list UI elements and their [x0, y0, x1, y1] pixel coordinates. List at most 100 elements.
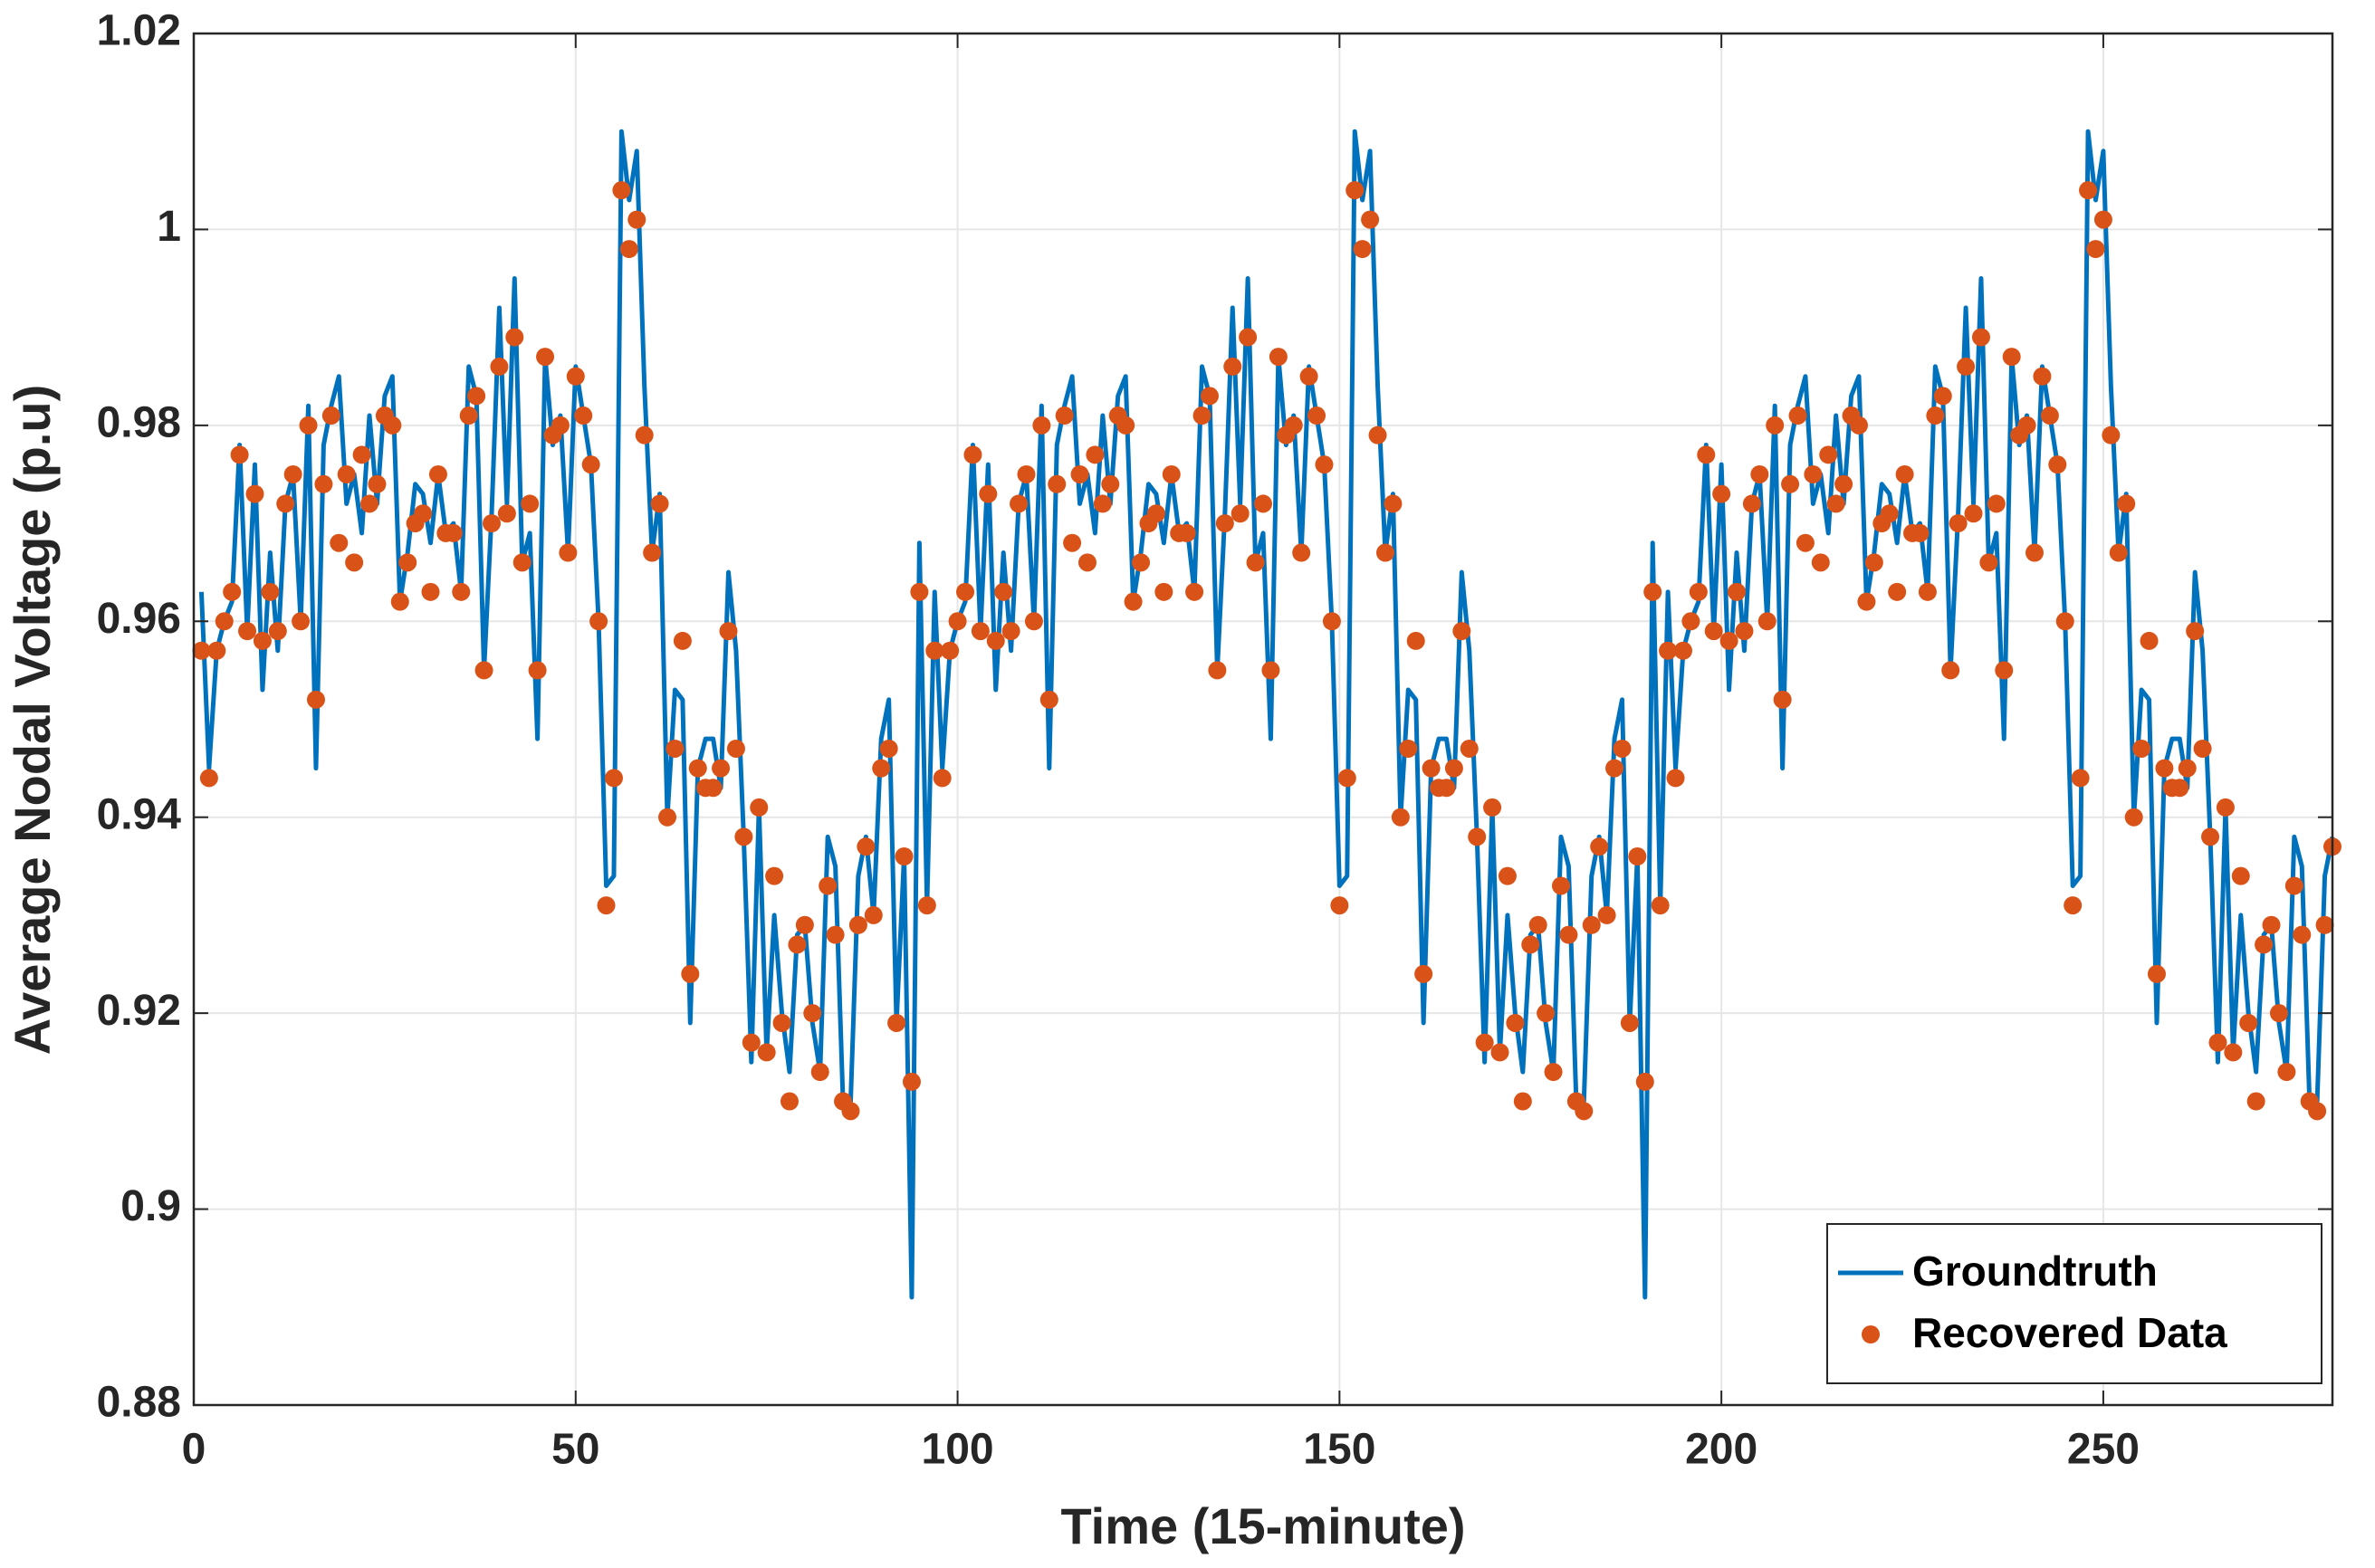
data-point: [261, 582, 280, 601]
data-point: [283, 464, 302, 483]
data-point: [2040, 406, 2059, 425]
data-point: [2093, 210, 2112, 229]
data-point: [1888, 582, 1907, 601]
data-point: [864, 905, 883, 924]
data-point: [1368, 425, 1387, 445]
data-point: [1346, 181, 1365, 200]
data-point: [902, 1072, 921, 1091]
data-point: [819, 876, 838, 895]
data-point: [1437, 779, 1456, 798]
data-point: [1361, 210, 1380, 229]
data-point: [1804, 464, 1823, 483]
data-point: [1933, 387, 1952, 406]
data-point: [887, 1013, 906, 1032]
data-point: [1582, 915, 1601, 934]
data-point: [688, 759, 707, 778]
x-tick-label: 250: [2067, 1426, 2140, 1474]
data-point: [1796, 533, 1815, 552]
data-point: [1024, 612, 1043, 631]
data-point: [612, 181, 631, 200]
data-point: [750, 798, 769, 817]
data-point: [1246, 553, 1265, 572]
data-point: [1849, 416, 1868, 435]
data-point: [1673, 641, 1692, 660]
data-point: [521, 494, 540, 513]
data-point: [215, 612, 234, 631]
data-point: [1146, 504, 1165, 523]
data-point: [505, 328, 524, 347]
data-point: [1337, 769, 1356, 788]
data-point: [2055, 612, 2074, 631]
data-point: [2071, 769, 2090, 788]
data-point: [452, 582, 471, 601]
data-point: [1857, 592, 1876, 611]
data-point: [2102, 425, 2121, 445]
data-point: [872, 759, 891, 778]
data-point: [1353, 240, 1372, 259]
plot-area: [192, 129, 2341, 1300]
data-point: [704, 779, 723, 798]
data-point: [1284, 416, 1303, 435]
data-point: [2033, 367, 2052, 386]
data-point: [1391, 808, 1410, 827]
data-point: [2277, 1063, 2296, 1082]
data-point: [1697, 445, 1716, 464]
data-point: [1605, 759, 1624, 778]
data-point: [1406, 631, 1425, 650]
data-point: [1315, 455, 1334, 474]
data-point: [1651, 896, 1670, 915]
data-point: [2216, 798, 2235, 817]
legend-label: Groundtruth: [1912, 1248, 2158, 1295]
x-tick-label: 50: [551, 1426, 599, 1474]
data-point: [512, 553, 532, 572]
data-point: [2147, 964, 2166, 983]
data-point: [941, 641, 960, 660]
data-point: [1995, 661, 2014, 680]
data-point: [1513, 1092, 1532, 1111]
data-point: [230, 445, 249, 464]
data-point: [895, 847, 914, 865]
data-point: [2308, 1102, 2327, 1121]
data-point: [2140, 631, 2159, 650]
data-point: [910, 582, 929, 601]
data-point: [360, 494, 379, 513]
data-point: [1659, 641, 1678, 660]
data-point: [1223, 357, 1242, 376]
data-point: [2262, 915, 2281, 934]
data-point: [1773, 690, 1792, 709]
data-point: [421, 582, 440, 601]
data-point: [1750, 464, 1769, 483]
data-point: [1116, 416, 1135, 435]
data-point: [1957, 357, 1976, 376]
y-axis-label: Average Nodal Voltage (p.u): [4, 385, 61, 1056]
x-tick-label: 200: [1685, 1426, 1757, 1474]
data-point: [1757, 612, 1776, 631]
data-point: [772, 1013, 791, 1032]
data-point: [1742, 494, 1761, 513]
data-point: [199, 769, 218, 788]
data-point: [1781, 474, 1800, 493]
data-point: [1811, 553, 1830, 572]
data-point: [1384, 494, 1403, 513]
data-point: [1506, 1013, 1525, 1032]
data-point: [428, 464, 447, 483]
data-point: [1590, 837, 1609, 856]
data-point: [1483, 798, 1502, 817]
data-point: [643, 543, 662, 562]
data-point: [2231, 866, 2250, 885]
data-point: [1895, 464, 1914, 483]
data-point: [2048, 455, 2067, 474]
data-point: [223, 582, 242, 601]
y-tick-label: 1.02: [97, 7, 181, 55]
data-point: [245, 484, 264, 503]
data-point: [444, 523, 463, 542]
data-point: [1468, 827, 1487, 846]
data-point: [1620, 1013, 1639, 1032]
y-tick-label: 0.96: [97, 595, 181, 643]
data-point: [956, 582, 975, 601]
data-point: [330, 533, 349, 552]
data-point: [1834, 474, 1853, 493]
data-point: [1063, 533, 1082, 552]
data-point: [635, 425, 654, 445]
data-point: [482, 514, 501, 533]
